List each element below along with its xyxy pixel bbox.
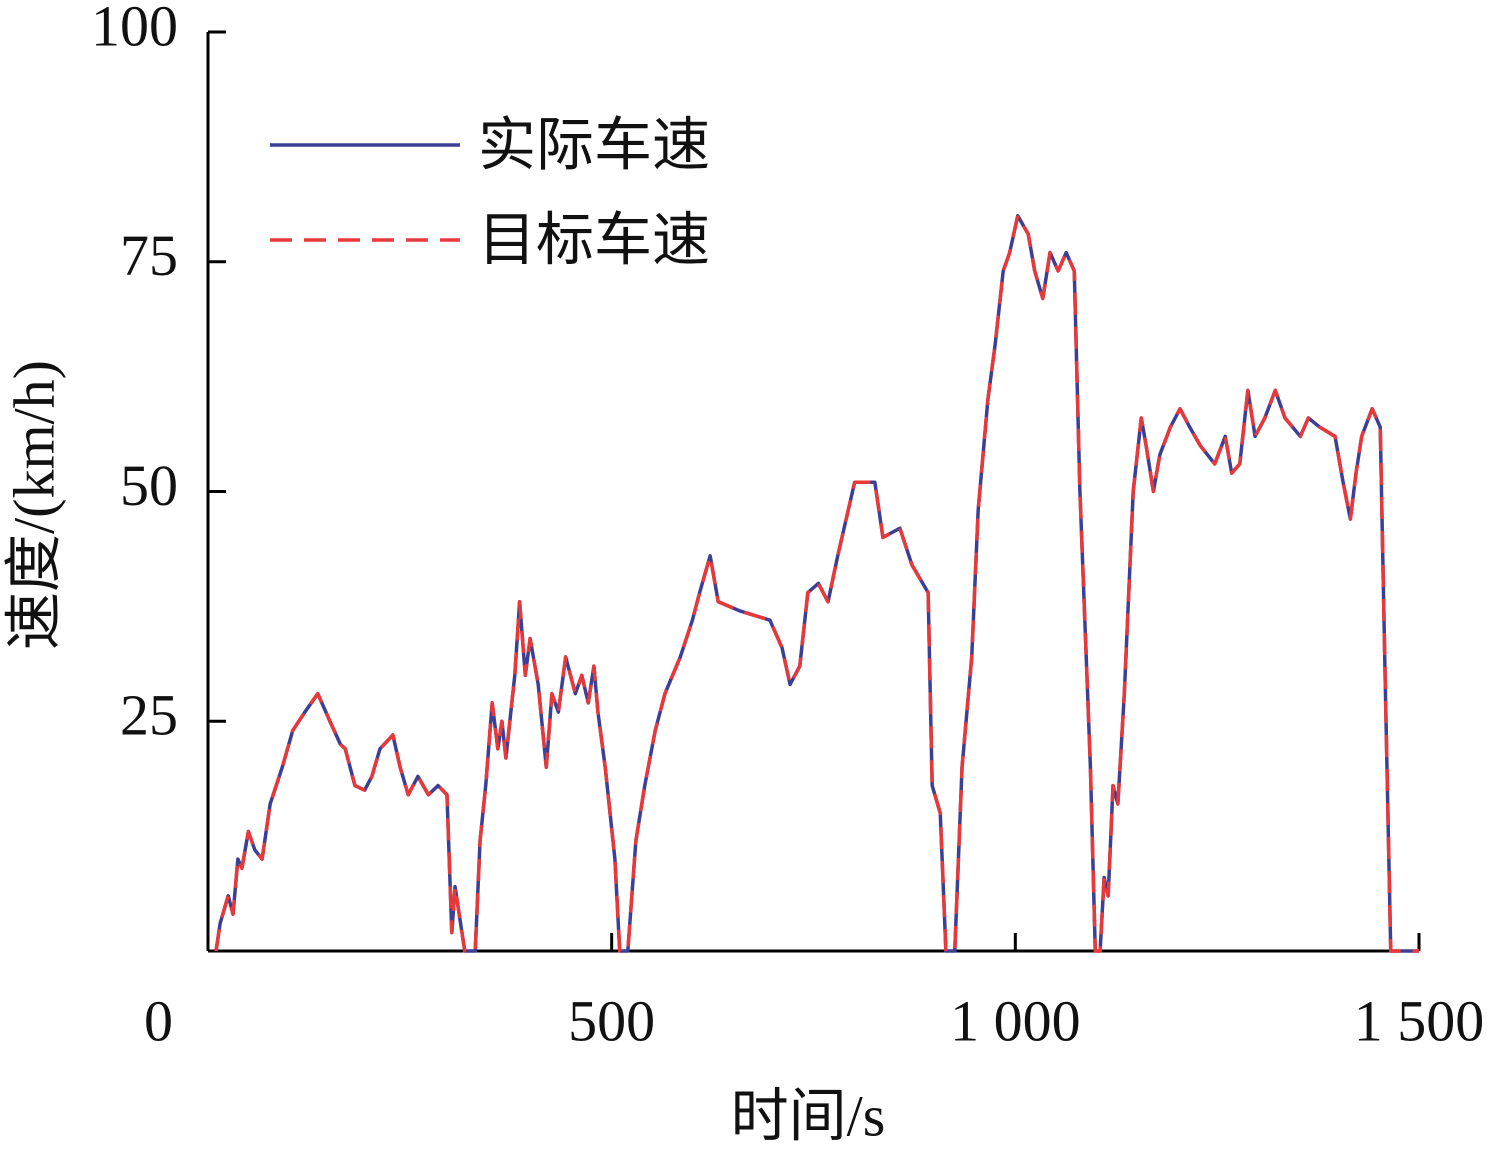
series-line <box>214 214 1419 953</box>
x-axis-label: 时间/s <box>731 1083 886 1148</box>
y-tick-label: 75 <box>120 223 178 288</box>
y-tick-label: 25 <box>120 683 178 748</box>
x-tick-label: 500 <box>568 988 655 1053</box>
series-line <box>214 214 1419 953</box>
y-axis-label: 速度/(km/h) <box>1 360 66 650</box>
x-tick-label: 1 500 <box>1354 988 1485 1053</box>
legend-label: 目标车速 <box>478 207 710 272</box>
y-tick-label: 100 <box>91 0 178 58</box>
x-tick-label: 0 <box>144 988 173 1053</box>
y-tick-label: 50 <box>120 453 178 518</box>
x-tick-label: 1 000 <box>950 988 1081 1053</box>
legend-label: 实际车速 <box>478 112 710 177</box>
